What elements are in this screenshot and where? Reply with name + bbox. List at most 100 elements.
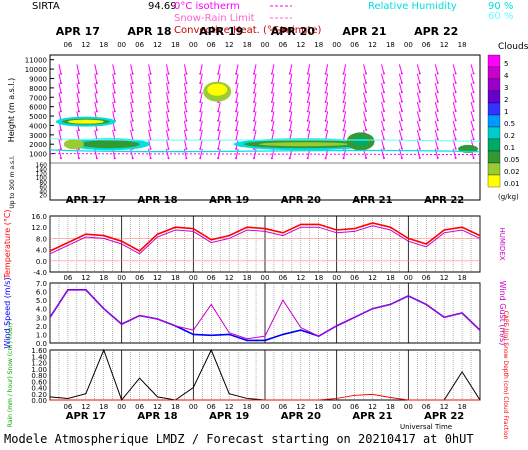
wind-arrow — [470, 120, 475, 130]
wind-arrow-head — [400, 128, 403, 131]
cloud-scale-swatch — [487, 150, 501, 164]
wind-arrow-head — [382, 100, 385, 103]
wind-arrow — [183, 130, 187, 140]
wind-arrow-head — [235, 147, 238, 150]
wind-arrow — [434, 120, 439, 130]
p4-hour-tick: 18 — [458, 403, 467, 411]
wind-arrow-head — [270, 100, 273, 103]
wind-arrow-head — [131, 100, 134, 103]
wind-arrow-head — [418, 119, 421, 122]
p2-hour-tick: 06 — [350, 274, 359, 282]
wind-arrow — [452, 111, 457, 121]
wind-arrow-head — [235, 129, 238, 132]
wind-arrow-head — [60, 100, 63, 103]
wind-arrow-head — [306, 110, 309, 113]
wind-arrow — [112, 111, 116, 121]
cloud-scale-swatch — [487, 174, 501, 188]
wind-gust-line — [49, 289, 481, 340]
wind-arrow-head — [95, 100, 98, 103]
forecast-footer: Modele Atmospherique LMDZ / Forecast sta… — [4, 432, 474, 446]
cape-ylabel: CAPE (J/g) Snow Depth (cm) Cloud Fractio… — [502, 311, 509, 440]
wind-arrow — [253, 73, 257, 84]
wind-arrow-head — [400, 100, 403, 103]
wind-arrow-head — [382, 110, 385, 113]
wind-arrow-head — [60, 82, 63, 85]
wind-arrow — [271, 101, 275, 112]
p4-hour-tick: 00 — [189, 403, 198, 411]
cloud-scale-value: 4 — [504, 72, 509, 80]
wind-arrow-head — [217, 110, 220, 113]
wind-arrow — [434, 64, 439, 74]
top-day-1: APR 18 — [127, 25, 171, 38]
wind-arrow — [452, 92, 457, 102]
wind-arrow-head — [400, 119, 403, 122]
wind-arrow-head — [77, 157, 80, 160]
wind-arrow-head — [288, 119, 291, 122]
wind-arrow — [470, 92, 475, 102]
wind-arrow — [76, 73, 80, 84]
top-hour-tick: 06 — [135, 41, 144, 49]
wind-arrow — [183, 148, 187, 159]
wind-arrow-head — [149, 100, 152, 103]
wind-arrow — [307, 73, 311, 84]
wind-arrow — [289, 92, 293, 103]
cloud-scale-swatch — [487, 126, 501, 140]
wind-arrow — [380, 64, 385, 74]
wind-arrow — [199, 139, 203, 150]
p4-hour-tick: 00 — [332, 403, 341, 411]
wind-arrow-head — [185, 100, 188, 103]
wind-arrow — [235, 101, 239, 112]
wind-arrow-head — [113, 91, 116, 94]
wind-arrow — [380, 139, 385, 149]
wind-arrow — [148, 111, 152, 121]
top-hour-tick: 00 — [332, 41, 341, 49]
rain-panel-ytick: 1.60 — [31, 347, 47, 355]
wind-arrow-head — [131, 129, 134, 132]
cloud-scale-value: 0.1 — [504, 144, 515, 152]
wind-arrow-head — [131, 157, 134, 160]
wind-arrow-head — [454, 110, 457, 113]
wind-arrow-head — [400, 156, 403, 159]
wind-arrow — [112, 130, 116, 140]
top-hour-tick: 12 — [225, 41, 234, 49]
wind-arrow-head — [77, 129, 80, 132]
wind-arrow-head — [382, 119, 385, 122]
p4-hour-tick: 06 — [422, 403, 431, 411]
cloud-ytick: 1000 — [29, 151, 47, 159]
wind-arrow-head — [167, 82, 170, 85]
top-hour-tick: 00 — [404, 41, 413, 49]
wind-arrow — [434, 92, 439, 102]
wind-arrow-head — [131, 110, 134, 113]
wind-arrow — [325, 120, 329, 131]
wind-arrow — [235, 111, 239, 121]
wind-arrow — [76, 92, 80, 103]
wind-arrow — [343, 73, 347, 84]
wind-arrow-head — [288, 157, 291, 160]
wind-arrow — [363, 120, 367, 130]
wind-arrow — [398, 92, 403, 102]
wind-arrow — [165, 130, 169, 140]
wind-arrow — [183, 111, 187, 121]
cloud-blob — [258, 142, 349, 147]
wind-arrow-head — [436, 100, 439, 103]
wind-arrow-head — [436, 91, 439, 94]
wind-arrow-head — [342, 72, 345, 75]
p4-hour-tick: 12 — [368, 403, 377, 411]
wind-arrow-head — [342, 119, 345, 122]
wind-arrow — [325, 130, 329, 140]
wind-arrow — [416, 83, 421, 93]
wind-arrow — [183, 92, 187, 103]
wind-arrow-head — [199, 147, 202, 150]
wind-arrow-head — [454, 119, 457, 122]
cloud-ytick: 11000 — [25, 57, 47, 65]
wind-arrow — [416, 120, 421, 130]
wind-arrow-head — [454, 138, 457, 141]
wind-arrow — [58, 64, 62, 74]
wind-arrow-head — [418, 100, 421, 103]
wind-arrow-head — [95, 82, 98, 85]
cloud-scale-swatch — [487, 114, 501, 128]
wind-arrow — [416, 92, 421, 102]
wind-arrow — [416, 64, 421, 74]
wind-arrow-head — [185, 72, 188, 75]
wind-arrow-head — [365, 128, 368, 131]
